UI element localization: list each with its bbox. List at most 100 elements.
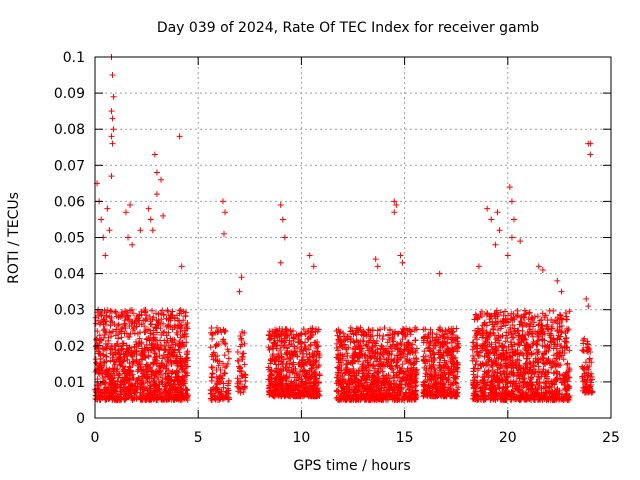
x-tick-label: 15: [396, 430, 414, 446]
data-point: [137, 227, 144, 234]
data-point: [145, 393, 152, 400]
data-point: [214, 380, 221, 387]
data-point: [156, 319, 163, 326]
data-point: [126, 333, 133, 340]
data-point: [274, 390, 281, 397]
data-point: [108, 342, 115, 349]
data-point: [169, 368, 176, 375]
data-point: [163, 362, 170, 369]
data-point: [126, 360, 133, 367]
data-point: [285, 386, 292, 393]
data-point: [484, 205, 491, 212]
data-point: [125, 234, 132, 241]
data-point: [220, 336, 227, 343]
data-point: [106, 227, 113, 234]
data-point: [310, 393, 317, 400]
data-point: [128, 382, 135, 389]
data-point: [105, 337, 112, 344]
data-point: [160, 352, 167, 359]
data-point: [110, 93, 117, 100]
data-point: [312, 379, 319, 386]
data-point: [494, 209, 501, 216]
data-point: [412, 337, 419, 344]
data-point: [107, 357, 114, 364]
data-point: [171, 377, 178, 384]
data-point: [143, 341, 150, 348]
data-point: [126, 317, 133, 324]
data-point: [164, 307, 171, 314]
data-point: [122, 388, 129, 395]
data-point: [96, 371, 103, 378]
data-point: [103, 353, 110, 360]
data-point: [579, 347, 586, 354]
data-point: [269, 357, 276, 364]
data-point: [107, 307, 114, 314]
data-point: [302, 359, 309, 366]
data-point: [221, 364, 228, 371]
data-point: [276, 372, 283, 379]
data-point: [235, 363, 242, 370]
data-point: [158, 176, 165, 183]
data-point: [149, 227, 156, 234]
data-point: [181, 343, 188, 350]
data-point: [143, 312, 150, 319]
data-point: [109, 72, 116, 79]
data-point: [217, 390, 224, 397]
data-point: [314, 343, 321, 350]
data-point: [112, 332, 119, 339]
data-point: [306, 391, 313, 398]
data-point: [162, 388, 169, 395]
data-point: [116, 384, 123, 391]
data-point: [165, 342, 172, 349]
data-point: [314, 328, 321, 335]
data-point: [167, 376, 174, 383]
data-point: [118, 346, 125, 353]
data-point: [234, 357, 241, 364]
data-point: [154, 374, 161, 381]
data-point: [176, 133, 183, 140]
data-point: [266, 346, 273, 353]
data-point: [119, 358, 126, 365]
data-point: [307, 341, 314, 348]
data-point: [166, 315, 173, 322]
data-point: [146, 335, 153, 342]
data-point: [128, 320, 135, 327]
data-point: [581, 335, 588, 342]
data-point: [550, 345, 557, 352]
data-point: [165, 329, 172, 336]
data-point: [152, 386, 159, 393]
data-point: [343, 350, 350, 357]
data-point: [121, 379, 128, 386]
data-point: [300, 353, 307, 360]
data-point: [316, 372, 323, 379]
data-point: [110, 126, 117, 133]
data-point: [306, 358, 313, 365]
data-point: [102, 252, 109, 259]
data-point: [122, 209, 129, 216]
data-point: [96, 337, 103, 344]
data-point: [562, 335, 569, 342]
data-point: [151, 151, 158, 158]
data-point: [108, 333, 115, 340]
data-point: [109, 328, 116, 335]
data-point: [160, 212, 167, 219]
data-point: [108, 173, 115, 180]
data-point: [278, 351, 285, 358]
data-point: [209, 335, 216, 342]
data-point: [286, 354, 293, 361]
data-point: [153, 191, 160, 198]
data-point: [116, 355, 123, 362]
data-point: [224, 360, 231, 367]
data-point: [182, 372, 189, 379]
data-point: [176, 307, 183, 314]
data-point: [280, 356, 287, 363]
data-point: [442, 327, 449, 334]
data-point: [272, 367, 279, 374]
data-point: [157, 325, 164, 332]
data-point: [173, 358, 180, 365]
data-point: [109, 365, 116, 372]
data-point: [422, 370, 429, 377]
data-point: [107, 381, 114, 388]
data-point: [288, 331, 295, 338]
data-point: [141, 353, 148, 360]
